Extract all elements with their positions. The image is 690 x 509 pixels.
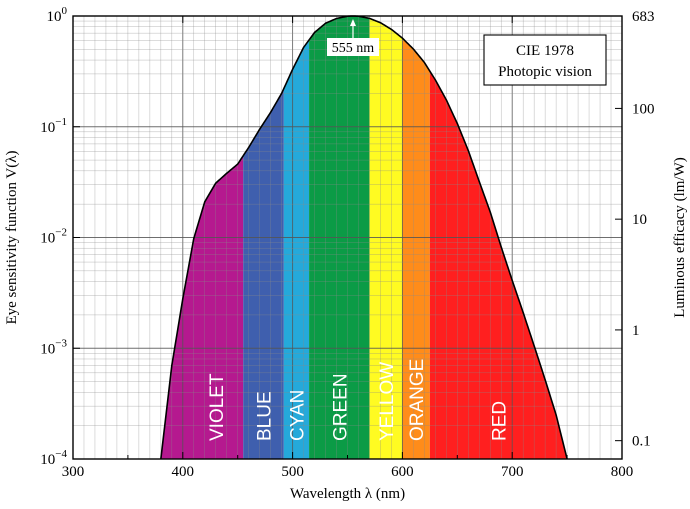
band-red: [429, 71, 568, 459]
y-axis-title-left: Eye sensitivity function V(λ): [4, 150, 20, 324]
band-label-green: GREEN: [330, 373, 351, 441]
band-orange: [402, 38, 430, 460]
peak-label: 555 nm: [332, 41, 375, 56]
x-tick-label: 500: [281, 464, 304, 480]
info-box: CIE 1978 Photopic vision: [483, 34, 607, 86]
band-label-orange: ORANGE: [407, 359, 428, 441]
y-tick-label-right: 0.1: [632, 434, 651, 450]
peak-annotation: 555 nm: [326, 19, 379, 56]
band-label-violet: VIOLET: [207, 373, 228, 441]
sensitivity-curve: [160, 15, 568, 460]
band-label-yellow: YELLOW: [377, 362, 398, 441]
band-violet: [160, 155, 244, 459]
x-tick-label: 400: [172, 464, 195, 480]
peak-label-bg: [326, 38, 379, 56]
x-tick-label: 300: [62, 464, 85, 480]
y-axis-title-right: Luminous efficacy (lm/W): [672, 157, 688, 318]
info-box-frame: [483, 34, 607, 86]
band-label-cyan: CYAN: [287, 390, 308, 441]
y-tick-label-left: 10−3: [40, 337, 67, 357]
axis-ticks: 300 400 500 600 700 800 100 10−1 10−2 10−3 10−4 683…: [40, 5, 654, 480]
band-label-blue: BLUE: [255, 391, 276, 441]
y-tick-label-left: 10−4: [40, 448, 67, 468]
info-box-line2: Photopic vision: [498, 64, 592, 80]
y-tick-label-left: 100: [47, 5, 68, 25]
y-tick-label-left: 10−2: [40, 227, 67, 247]
y-tick-label-right: 100: [632, 101, 655, 117]
band-labels: VIOLET BLUE CYAN GREEN YELLOW ORANGE RED: [207, 359, 511, 441]
peak-arrowhead: [349, 19, 356, 26]
y-tick-label-right: 1: [632, 323, 640, 339]
y-tick-label-right: 10: [632, 212, 647, 228]
y-tick-label-right: 683: [632, 9, 655, 25]
x-axis-title: Wavelength λ (nm): [290, 486, 405, 502]
info-box-line1: CIE 1978: [516, 43, 574, 59]
band-cyan: [283, 39, 310, 460]
y-tick-label-left: 10−1: [40, 116, 67, 136]
band-label-red: RED: [490, 401, 511, 441]
x-tick-label: 700: [501, 464, 524, 480]
x-tick-label: 600: [391, 464, 414, 480]
x-tick-label: 800: [611, 464, 634, 480]
band-yellow: [369, 18, 403, 460]
band-blue: [243, 88, 284, 459]
